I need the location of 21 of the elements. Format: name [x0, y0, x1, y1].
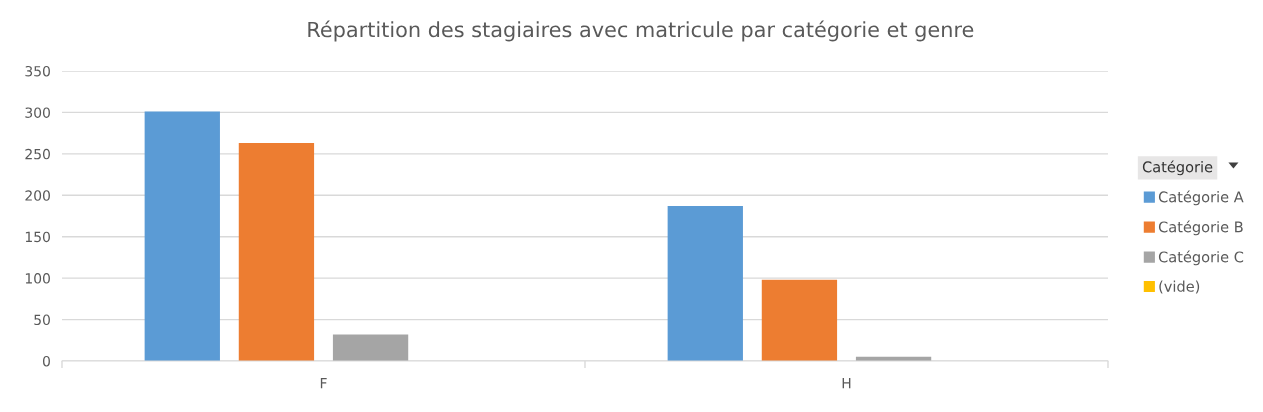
- y-tick-label: 100: [25, 273, 50, 284]
- bar: [238, 143, 315, 361]
- y-tick-label: 50: [34, 314, 50, 326]
- legend-title: Catégorie: [1142, 160, 1213, 176]
- y-tick-label: 200: [25, 190, 50, 201]
- y-tick-label: 300: [25, 107, 50, 118]
- legend-label: (vide): [1159, 280, 1200, 294]
- bar: [144, 111, 220, 361]
- legend-label: Catégorie B: [1158, 220, 1243, 236]
- x-tick-label: F: [320, 378, 327, 389]
- y-tick-label: 0: [42, 355, 50, 367]
- y-tick-label: 150: [25, 231, 50, 243]
- x-tick-label: H: [842, 378, 851, 389]
- y-tick-label: 250: [25, 148, 50, 160]
- chart-title: Répartition des stagiaires avec matricule par catégorie et genre: [308, 20, 974, 42]
- y-tick-label: 350: [25, 65, 50, 77]
- legend-label: Catégorie A: [1158, 190, 1244, 206]
- bar: [332, 334, 409, 361]
- bar: [667, 206, 743, 361]
- legend-label: Catégorie C: [1158, 250, 1244, 266]
- bar: [761, 279, 838, 361]
